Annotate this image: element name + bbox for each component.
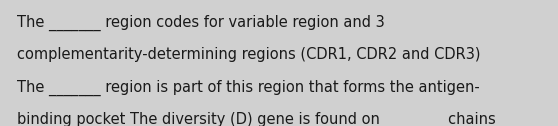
Text: The _______ region codes for variable region and 3: The _______ region codes for variable re… xyxy=(17,15,384,31)
Text: The _______ region is part of this region that forms the antigen-: The _______ region is part of this regio… xyxy=(17,79,479,96)
Text: complementarity-determining regions (CDR1, CDR2 and CDR3): complementarity-determining regions (CDR… xyxy=(17,47,480,62)
Text: binding pocket The diversity (D) gene is found on ________ chains: binding pocket The diversity (D) gene is… xyxy=(17,112,496,126)
